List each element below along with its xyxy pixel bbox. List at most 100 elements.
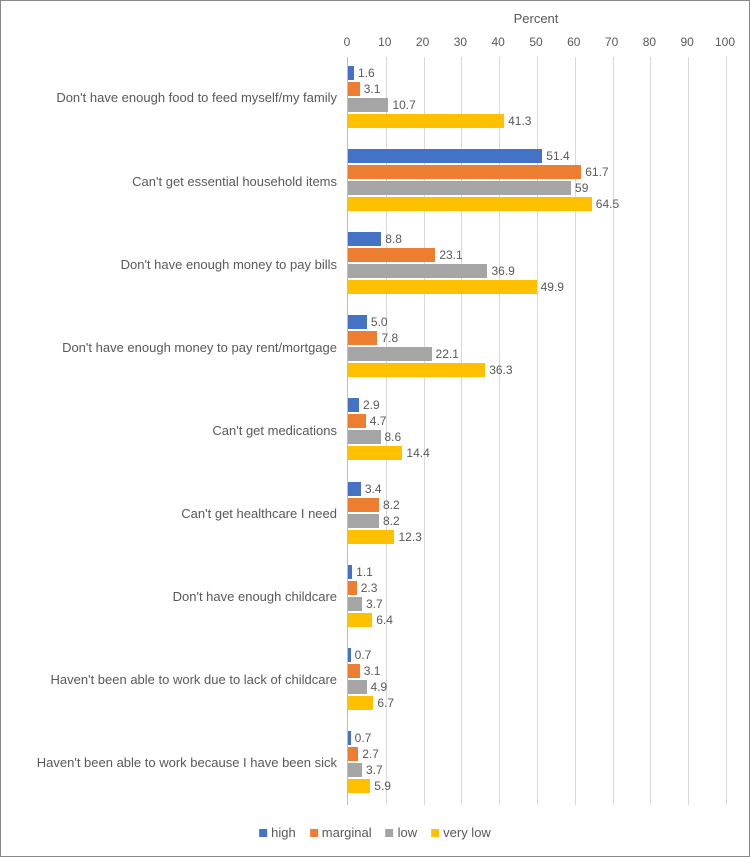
gridline	[650, 57, 651, 805]
category-label: Don't have enough money to pay rent/mort…	[9, 306, 337, 389]
bar-value-label: 3.1	[364, 82, 381, 96]
bar-value-label: 1.6	[358, 66, 375, 80]
bar-value-label: 59	[575, 181, 588, 195]
bar-low	[348, 680, 367, 694]
x-tick-label: 40	[492, 35, 505, 49]
bar-very_low	[348, 280, 537, 294]
bar-very_low	[348, 197, 592, 211]
bar-very_low	[348, 446, 402, 460]
bar-marginal	[348, 664, 360, 678]
category-label: Haven't been able to work due to lack of…	[9, 639, 337, 722]
legend-swatch	[259, 829, 267, 837]
bar-value-label: 4.9	[371, 680, 388, 694]
bar-value-label: 10.7	[392, 98, 415, 112]
bar-value-label: 2.7	[362, 747, 379, 761]
bar-marginal	[348, 747, 358, 761]
bar-low	[348, 597, 362, 611]
bar-marginal	[348, 581, 357, 595]
bar-marginal	[348, 248, 435, 262]
x-tick-label: 90	[681, 35, 694, 49]
bar-value-label: 3.7	[366, 597, 383, 611]
bar-value-label: 6.4	[376, 613, 393, 627]
bar-value-label: 3.1	[364, 664, 381, 678]
legend-label: marginal	[322, 825, 372, 840]
category-label: Can't get healthcare I need	[9, 473, 337, 556]
legend-swatch	[431, 829, 439, 837]
category-label: Can't get essential household items	[9, 140, 337, 223]
bar-value-label: 2.3	[361, 581, 378, 595]
x-axis-title: Percent	[347, 11, 725, 26]
x-tick-label: 60	[567, 35, 580, 49]
bar-value-label: 1.1	[356, 565, 373, 579]
bar-high	[348, 149, 542, 163]
x-tick-label: 20	[416, 35, 429, 49]
bar-value-label: 22.1	[436, 347, 459, 361]
bar-value-label: 41.3	[508, 114, 531, 128]
bar-value-label: 51.4	[546, 149, 569, 163]
bar-marginal	[348, 498, 379, 512]
legend-swatch	[386, 829, 394, 837]
bar-value-label: 8.2	[383, 498, 400, 512]
legend-item-very_low: very low	[431, 825, 491, 840]
bar-very_low	[348, 779, 370, 793]
bar-very_low	[348, 363, 485, 377]
bar-low	[348, 264, 487, 278]
bar-low	[348, 98, 388, 112]
bar-value-label: 3.4	[365, 482, 382, 496]
plot-area: 1.6 3.1 10.7 41.3 51.4 61.7 59 64.5 8.8 23.1 36.9 4…	[347, 57, 725, 805]
bar-marginal	[348, 82, 360, 96]
bar-high	[348, 565, 352, 579]
category-label: Haven't been able to work because I have…	[9, 722, 337, 805]
bar-high	[348, 66, 354, 80]
bar-low	[348, 181, 571, 195]
bar-low	[348, 763, 362, 777]
bar-high	[348, 232, 381, 246]
bar-value-label: 64.5	[596, 197, 619, 211]
bar-high	[348, 648, 351, 662]
x-tick-label: 100	[715, 35, 735, 49]
legend-item-low: low	[386, 825, 418, 840]
bar-value-label: 4.7	[370, 414, 387, 428]
bar-high	[348, 482, 361, 496]
bar-very_low	[348, 696, 373, 710]
legend-item-high: high	[259, 825, 296, 840]
category-label: Don't have enough money to pay bills	[9, 223, 337, 306]
legend-label: low	[398, 825, 418, 840]
bar-value-label: 49.9	[541, 280, 564, 294]
bar-value-label: 36.9	[491, 264, 514, 278]
x-tick-label: 10	[378, 35, 391, 49]
bar-low	[348, 347, 432, 361]
bar-low	[348, 514, 379, 528]
x-tick-label: 30	[454, 35, 467, 49]
bar-high	[348, 731, 351, 745]
bar-value-label: 0.7	[355, 731, 372, 745]
bar-value-label: 2.9	[363, 398, 380, 412]
bar-low	[348, 430, 381, 444]
legend-label: very low	[443, 825, 491, 840]
category-label: Don't have enough food to feed myself/my…	[9, 57, 337, 140]
bar-value-label: 8.2	[383, 514, 400, 528]
bar-value-label: 8.8	[385, 232, 402, 246]
bar-value-label: 8.6	[385, 430, 402, 444]
bar-high	[348, 398, 359, 412]
bar-value-label: 23.1	[439, 248, 462, 262]
bar-marginal	[348, 331, 377, 345]
bar-value-label: 5.9	[374, 779, 391, 793]
gridline	[613, 57, 614, 805]
x-tick-label: 50	[529, 35, 542, 49]
bar-value-label: 6.7	[377, 696, 394, 710]
category-label: Can't get medications	[9, 389, 337, 472]
legend-label: high	[271, 825, 296, 840]
bar-very_low	[348, 613, 372, 627]
x-tick-label: 80	[643, 35, 656, 49]
bar-value-label: 7.8	[381, 331, 398, 345]
bar-value-label: 0.7	[355, 648, 372, 662]
bar-value-label: 5.0	[371, 315, 388, 329]
bar-marginal	[348, 165, 581, 179]
bar-value-label: 36.3	[489, 363, 512, 377]
gridline	[688, 57, 689, 805]
bar-value-label: 61.7	[585, 165, 608, 179]
x-tick-label: 0	[344, 35, 351, 49]
legend: high marginal low very low	[259, 825, 491, 840]
category-label: Don't have enough childcare	[9, 556, 337, 639]
